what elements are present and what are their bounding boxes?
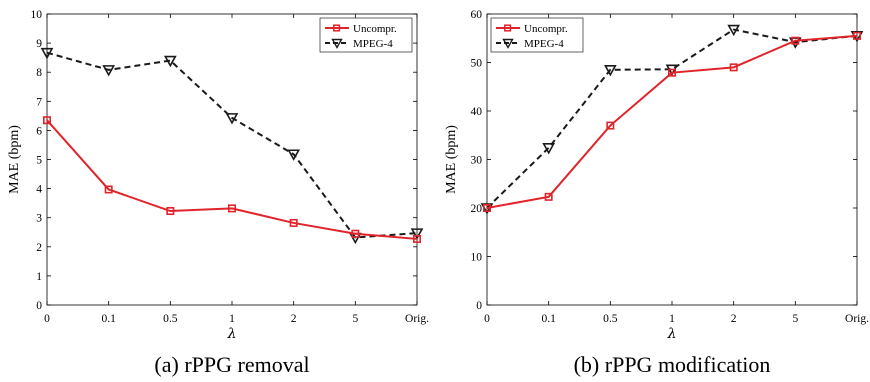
x-axis-label: λ: [667, 326, 677, 342]
y-tick-label: 40: [471, 106, 483, 118]
data-point-uncompr: [412, 234, 421, 243]
data-point-uncompr: [104, 185, 113, 194]
chart-rppg-modification: (b) rPPG modification 0 10 20 30 40 50 60 0 0.1 0…: [444, 9, 869, 377]
data-point-mpeg4: [102, 65, 116, 77]
x-tick-label: 0.1: [101, 313, 116, 325]
y-tick-label: 7: [36, 96, 42, 108]
legend-marker-mpeg4: [502, 38, 514, 49]
data-point-mpeg4: [410, 228, 424, 240]
data-point-mpeg4: [287, 149, 301, 161]
x-axis-label: λ: [227, 326, 237, 342]
y-tick-label: 3: [36, 213, 42, 225]
y-tick-label: 1: [36, 271, 42, 283]
data-point-uncompr: [544, 192, 553, 201]
chart-caption: (b) rPPG modification: [574, 352, 771, 377]
data-point-mpeg4: [40, 47, 54, 60]
chart-caption: (a) rPPG removal: [154, 352, 309, 377]
y-axis-label: MAE (bpm): [444, 125, 459, 194]
x-tick-label: 1: [669, 313, 675, 325]
data-point-mpeg4: [163, 55, 177, 68]
legend-label-mpeg4: MPEG-4: [353, 38, 393, 50]
x-tick-label: 2: [731, 313, 737, 325]
y-tick-label: 9: [36, 38, 42, 50]
y-tick-label: 50: [471, 58, 483, 70]
data-point-uncompr: [228, 204, 237, 213]
y-tick-label: 5: [36, 155, 42, 167]
data-point-mpeg4: [603, 64, 617, 77]
legend-marker-uncompr: [504, 24, 512, 32]
legend-label-uncompr: Uncompr.: [524, 23, 568, 35]
x-tick-label: 0.1: [541, 313, 556, 325]
y-tick-label: 4: [36, 184, 42, 196]
y-tick-label: 0: [36, 300, 42, 312]
legend-marker-uncompr: [333, 24, 341, 32]
y-tick-label: 2: [36, 242, 42, 254]
data-point-uncompr: [729, 63, 738, 72]
y-tick-label: 0: [476, 300, 482, 312]
data-point-uncompr: [791, 36, 800, 45]
data-point-uncompr: [42, 116, 51, 125]
x-tick-label: 0.5: [163, 313, 178, 325]
x-tick-label: 2: [291, 313, 297, 325]
y-tick-label: 8: [36, 67, 42, 79]
x-tick-label: 0: [484, 313, 490, 325]
data-point-uncompr: [166, 207, 175, 216]
chart-rppg-removal: (a) rPPG removal 0 1 2 3 4 5 6 7 8 9 10 0 0.1 0.5 1 2 5 O…: [7, 9, 429, 377]
y-tick-label: 20: [471, 203, 483, 215]
x-tick-label: 5: [792, 313, 798, 325]
series-line-mpeg4: [486, 28, 858, 209]
y-tick-label: 10: [31, 9, 43, 21]
y-axis-label: MAE (bpm): [7, 125, 22, 194]
x-tick-label: 1: [229, 313, 235, 325]
y-tick-label: 10: [471, 252, 483, 264]
plot-frame: [486, 13, 858, 306]
x-tick-label: 0: [44, 313, 50, 325]
x-tick-label: Orig.: [845, 313, 869, 325]
data-point-uncompr: [667, 68, 676, 77]
data-point-uncompr: [289, 218, 298, 227]
data-point-uncompr: [482, 204, 491, 213]
legend-box: [490, 17, 584, 53]
data-point-mpeg4: [727, 24, 741, 37]
data-point-mpeg4: [225, 113, 239, 125]
y-tick-label: 6: [36, 125, 42, 137]
x-tick-label: Orig.: [405, 313, 429, 325]
data-point-uncompr: [351, 229, 360, 238]
series-line-uncompr: [46, 119, 418, 240]
plot-frame: [46, 13, 418, 306]
data-point-uncompr: [852, 31, 861, 40]
x-tick-label: 0.5: [603, 313, 618, 325]
y-tick-label: 60: [471, 9, 483, 21]
data-point-uncompr: [606, 121, 615, 130]
data-point-mpeg4: [542, 143, 556, 155]
x-tick-label: 5: [352, 313, 358, 325]
series-line-uncompr: [486, 34, 858, 209]
y-tick-label: 30: [471, 155, 483, 167]
legend-label-mpeg4: MPEG-4: [524, 38, 564, 50]
legend-label-uncompr: Uncompr.: [353, 23, 397, 35]
legend-box: [319, 17, 413, 53]
legend-marker-mpeg4: [331, 38, 343, 49]
